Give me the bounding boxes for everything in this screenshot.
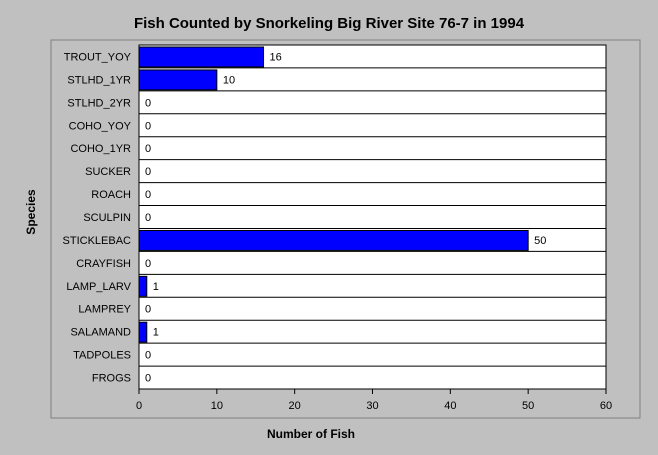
value-label: 0 — [145, 373, 151, 385]
row-separators — [139, 67, 606, 367]
category-label: STICKLEBAC — [63, 235, 132, 247]
value-label: 0 — [145, 350, 151, 362]
category-label: SUCKER — [85, 166, 131, 178]
value-label: 0 — [145, 166, 151, 178]
chart-title: Fish Counted by Snorkeling Big River Sit… — [134, 15, 525, 32]
value-label: 16 — [270, 51, 282, 63]
category-label: STLHD_1YR — [67, 74, 131, 86]
bar-stlhd-1yr — [138, 69, 218, 91]
x-tick-label: 40 — [444, 400, 456, 412]
bar-salamand — [138, 321, 148, 343]
value-label: 0 — [145, 120, 151, 132]
value-label: 0 — [145, 189, 151, 201]
category-label: COHO_1YR — [70, 143, 131, 155]
x-tick-label: 10 — [211, 400, 223, 412]
bar-trout-yoy — [138, 46, 265, 68]
value-label: 0 — [145, 304, 151, 316]
category-label: FROGS — [92, 373, 131, 385]
x-axis-label: Number of Fish — [267, 427, 355, 441]
x-tick-label: 20 — [289, 400, 301, 412]
x-tick-label: 0 — [136, 400, 142, 412]
value-label: 50 — [534, 235, 546, 247]
category-label: CRAYFISH — [76, 258, 131, 270]
value-label: 10 — [223, 74, 235, 86]
category-labels: TROUT_YOY STLHD_1YR STLHD_2YR COHO_YOY COHO_… — [63, 51, 132, 384]
bar-lamp-larv — [138, 275, 148, 297]
category-label: LAMP_LARV — [66, 281, 131, 293]
chart-panel-border — [50, 39, 641, 419]
value-label: 0 — [145, 212, 151, 224]
category-label: STLHD_2YR — [67, 97, 131, 109]
value-label: 0 — [145, 143, 151, 155]
category-label: TADPOLES — [73, 350, 131, 362]
x-tick-label: 50 — [522, 400, 534, 412]
category-label: SCULPIN — [83, 212, 131, 224]
x-axis-ticks: 0 10 20 30 40 50 60 — [136, 389, 612, 412]
value-label: 1 — [153, 327, 159, 339]
category-label: SALAMAND — [70, 327, 131, 339]
bar-sticklebac — [138, 229, 529, 251]
bars — [138, 46, 529, 343]
category-label: ROACH — [91, 189, 131, 201]
category-label: LAMPREY — [78, 304, 131, 316]
x-tick-label: 60 — [600, 400, 612, 412]
y-axis-label: Species — [24, 189, 38, 235]
category-label: TROUT_YOY — [64, 51, 132, 63]
plot-area — [138, 44, 607, 390]
category-label: COHO_YOY — [69, 120, 132, 132]
value-label: 0 — [145, 97, 151, 109]
x-tick-label: 30 — [366, 400, 378, 412]
value-label: 0 — [145, 258, 151, 270]
value-label: 1 — [153, 281, 159, 293]
